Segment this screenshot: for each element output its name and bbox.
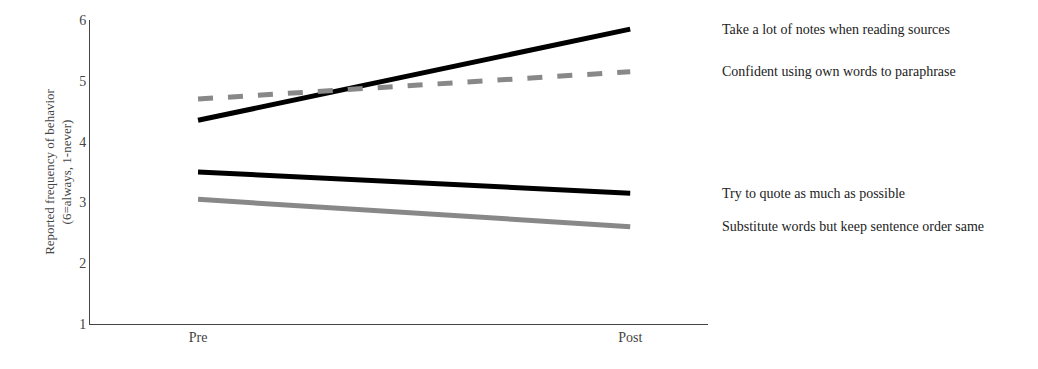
svg-text:4: 4 [79, 135, 86, 150]
svg-text:5: 5 [79, 74, 86, 89]
svg-text:Reported frequency of behavior: Reported frequency of behavior(6=always,… [42, 88, 74, 254]
svg-text:Take a lot of notes when readi: Take a lot of notes when reading sources [722, 22, 950, 37]
svg-text:Post: Post [618, 330, 642, 345]
svg-text:6: 6 [79, 13, 86, 28]
svg-text:2: 2 [79, 256, 86, 271]
svg-text:Pre: Pre [189, 330, 208, 345]
svg-text:Try to quote as much as possib: Try to quote as much as possible [722, 186, 905, 201]
svg-text:Confident using own words to p: Confident using own words to paraphrase [722, 64, 956, 79]
svg-text:1: 1 [79, 317, 86, 332]
svg-text:3: 3 [79, 195, 86, 210]
svg-text:Substitute words but keep sent: Substitute words but keep sentence order… [722, 219, 984, 234]
